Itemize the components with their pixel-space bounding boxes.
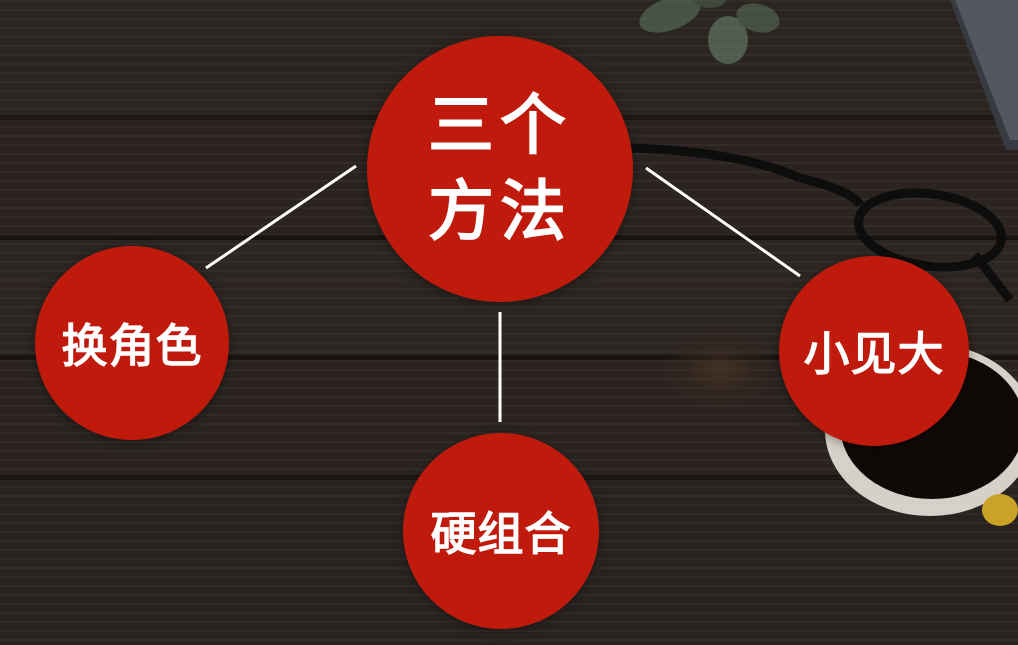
connector-right xyxy=(645,166,801,278)
center-node: 三个方法 xyxy=(367,36,633,302)
branch-node-right: 小见大 xyxy=(779,256,969,446)
branch-node-bottom: 硬组合 xyxy=(403,433,599,629)
branch-node-left-label: 换角色 xyxy=(61,319,203,373)
branch-node-left: 换角色 xyxy=(35,246,229,440)
connector-lines xyxy=(205,164,801,422)
center-node-label: 三个方法 xyxy=(428,87,572,250)
connector-left xyxy=(205,164,357,270)
wood-knot xyxy=(660,330,780,410)
plant-leaves xyxy=(639,0,780,64)
branch-node-right-label: 小见大 xyxy=(803,327,945,381)
eyeglasses xyxy=(629,143,1014,303)
laptop-corner xyxy=(950,0,1018,150)
branch-node-bottom-label: 硬组合 xyxy=(430,507,572,561)
